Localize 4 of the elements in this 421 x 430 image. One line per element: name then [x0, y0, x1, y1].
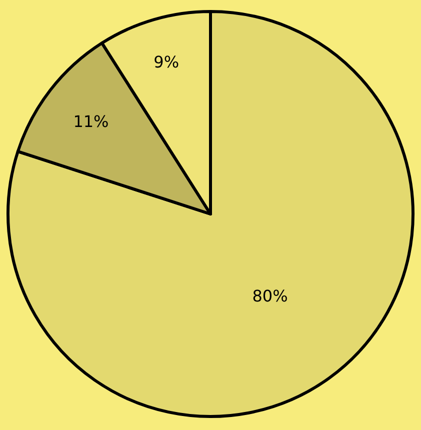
pie-slice: [6, 10, 414, 418]
data-label: 11%: [73, 112, 109, 131]
data-label: 80%: [252, 286, 288, 306]
data-label: 9%: [154, 52, 180, 72]
